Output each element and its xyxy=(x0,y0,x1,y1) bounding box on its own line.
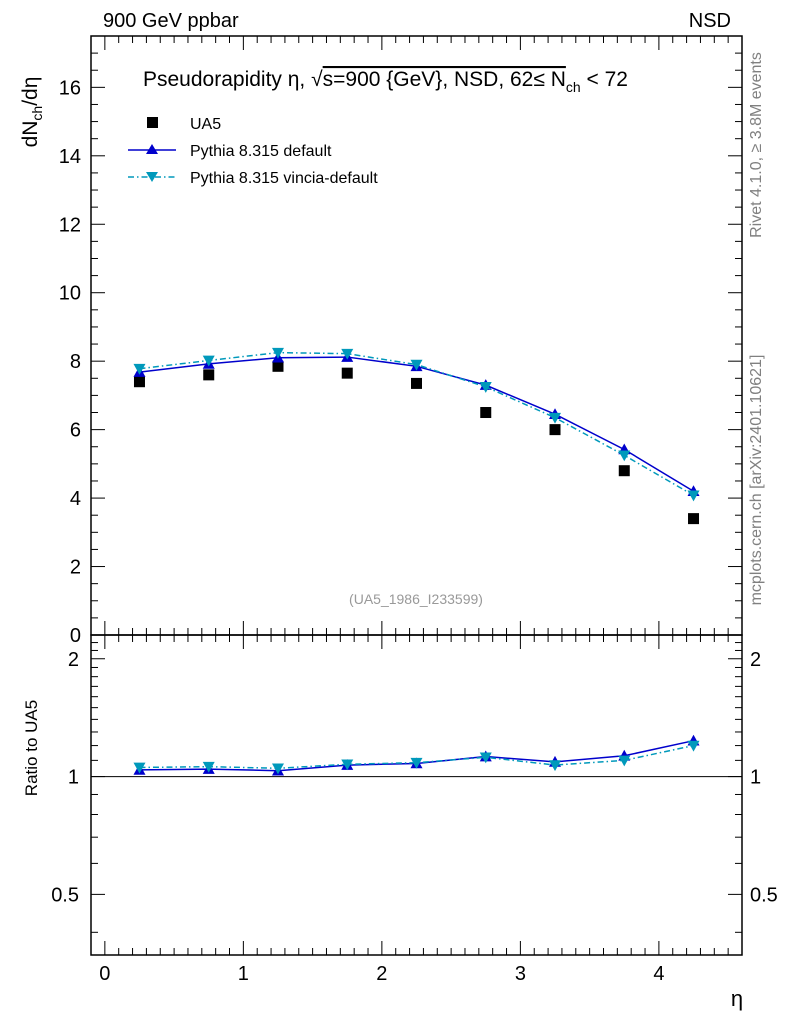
legend-label-ua5: UA5 xyxy=(190,116,221,133)
main-pythia-vincia-point xyxy=(410,359,423,371)
ratio-pythia-vincia-point xyxy=(271,763,284,775)
main-pythia-vincia-point xyxy=(341,348,354,360)
main-pythia-vincia-point xyxy=(271,347,284,359)
main-ua5-point xyxy=(480,407,492,419)
main-pythia-vincia-point xyxy=(549,412,562,424)
y-tick-label-main: 0 xyxy=(70,625,81,647)
y-tick-label-main: 8 xyxy=(70,351,81,373)
y-tick-label-ratio-right: 2 xyxy=(750,649,761,671)
main-pythia-vincia-line xyxy=(139,351,694,496)
x-tick-label: 1 xyxy=(238,963,249,985)
ratio-pythia-vincia-point xyxy=(479,752,492,764)
y-tick-label-ratio-left: 0.5 xyxy=(51,884,79,906)
main-pythia-default-line xyxy=(139,356,694,492)
ratio-pythia-vincia-point xyxy=(341,759,354,771)
main-ua5-point xyxy=(133,376,145,388)
header-left: 900 GeV ppbar xyxy=(103,10,239,32)
axis-tick-labels: 0 2 4 6 8 10 12 14 16 0.5 1 2 0.5 1 2 0 … xyxy=(51,77,778,985)
x-axis-label: η xyxy=(731,986,743,1011)
main-ua5-point xyxy=(549,424,561,436)
ratio-plot-frame xyxy=(90,634,743,956)
chart-title: Pseudorapidity η, √s=900 {GeV}, NSD, 62≤… xyxy=(143,68,628,95)
analysis-label: (UA5_1986_I233599) xyxy=(349,591,483,607)
main-pythia-vincia-point xyxy=(133,363,146,375)
legend-label-pythia-default: Pythia 8.315 default xyxy=(190,143,332,160)
header-right: NSD xyxy=(689,10,731,32)
y-tick-label-ratio-right: 1 xyxy=(750,767,761,789)
y-tick-label-ratio-left: 2 xyxy=(68,649,79,671)
ratio-pythia-vincia-line xyxy=(139,744,694,770)
legend-marker-pythia-vincia xyxy=(146,172,158,182)
y-tick-label-main: 10 xyxy=(59,283,81,305)
main-ua5-point xyxy=(341,367,353,379)
ratio-plot-data xyxy=(133,734,700,776)
ratio-pythia-vincia-point xyxy=(202,761,215,773)
rivet-label: Rivet 4.1.0, ≥ 3.8M events xyxy=(748,52,765,238)
y-tick-label-main: 6 xyxy=(70,420,81,442)
main-plot-frame xyxy=(90,35,743,636)
y-tick-label-main: 16 xyxy=(59,77,81,99)
x-tick-label: 2 xyxy=(376,963,387,985)
ratio-pythia-vincia-point xyxy=(687,740,700,752)
legend-marker-ua5 xyxy=(147,117,158,128)
legend: UA5 Pythia 8.315 default Pythia 8.315 vi… xyxy=(128,116,378,187)
mcplots-label: mcplots.cern.ch [arXiv:2401.10621] xyxy=(748,355,765,606)
main-pythia-vincia-point xyxy=(202,355,215,367)
y-tick-label-main: 4 xyxy=(70,488,81,510)
y-tick-label-main: 14 xyxy=(59,146,81,168)
y-tick-label-ratio-left: 1 xyxy=(68,767,79,789)
main-ua5-point xyxy=(688,513,700,525)
x-tick-label: 4 xyxy=(653,963,664,985)
main-ua5-point xyxy=(618,465,630,477)
ratio-pythia-vincia-point xyxy=(410,757,423,769)
main-ua5-point xyxy=(203,369,215,381)
legend-marker-pythia-default xyxy=(146,144,158,154)
main-ua5-point xyxy=(411,377,422,389)
main-plot-data xyxy=(133,347,700,525)
ratio-pythia-vincia-point xyxy=(133,762,146,774)
x-tick-label: 3 xyxy=(515,963,526,985)
main-pythia-vincia-point xyxy=(479,382,492,393)
main-pythia-vincia-point xyxy=(687,490,700,502)
y-axis-label-ratio: Ratio to UA5 xyxy=(22,700,41,796)
y-tick-label-main: 12 xyxy=(59,214,81,236)
main-ua5-point xyxy=(272,360,284,372)
main-pythia-vincia-point xyxy=(618,450,631,462)
y-tick-label-ratio-right: 0.5 xyxy=(750,884,778,906)
ratio-pythia-vincia-point xyxy=(549,760,562,772)
y-tick-label-main: 2 xyxy=(70,557,81,579)
legend-label-pythia-vincia: Pythia 8.315 vincia-default xyxy=(190,170,378,187)
y-axis-label-main: dNch/dη xyxy=(19,77,45,148)
axis-ticks xyxy=(91,35,742,955)
ratio-pythia-vincia-point xyxy=(618,755,631,767)
x-tick-label: 0 xyxy=(99,963,110,985)
